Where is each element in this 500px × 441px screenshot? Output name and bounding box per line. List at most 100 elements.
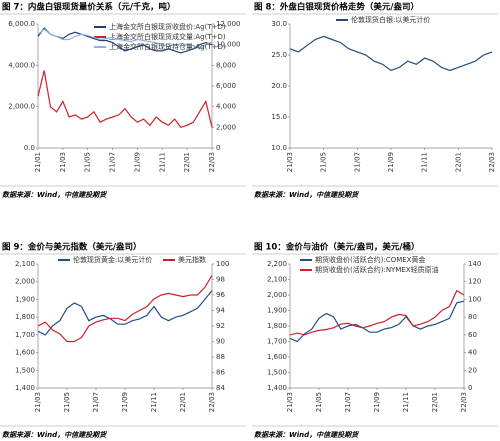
y2-tick-label: 100 <box>468 295 481 303</box>
x-tick-label: 21/07 <box>344 392 352 412</box>
x-tick-label: 21/01 <box>34 152 42 172</box>
x-tick-label: 21/05 <box>63 392 71 412</box>
x-tick-label: 21/07 <box>92 392 100 412</box>
y2-tick-label: 6,000 <box>216 82 236 90</box>
chart-title: 图 10：金价与油价（美元/盎司，美元/桶） <box>254 242 420 253</box>
y2-tick-label: 20 <box>468 366 477 374</box>
x-tick-label: 21/05 <box>84 152 92 172</box>
y2-tick-label: 100 <box>216 260 229 268</box>
series-line <box>289 289 465 336</box>
y-tick-label: 1,900 <box>267 307 287 315</box>
y-tick-label: 1,500 <box>15 366 35 374</box>
y-tick-label: 1,400 <box>267 384 287 392</box>
x-tick-label: 21/09 <box>373 392 381 412</box>
x-tick-label: 21/09 <box>121 392 129 412</box>
x-tick-label: 22/01 <box>179 392 187 412</box>
y2-tick-label: 86 <box>216 369 225 377</box>
y2-tick-label: 88 <box>216 353 225 361</box>
x-tick-label: 22/01 <box>454 152 462 172</box>
x-tick-label: 21/05 <box>320 152 328 172</box>
y2-tick-label: 2,000 <box>216 123 236 131</box>
x-tick-label: 22/03 <box>488 152 496 172</box>
x-tick-label: 22/01 <box>183 152 191 172</box>
y2-tick-label: 0 <box>468 384 472 392</box>
chart-title: 图 7：内盘白银现货量价关系（元/千克，吨） <box>2 2 175 13</box>
legend-label: 上海金交所白银现货收盘价:Ag(T+D) <box>109 22 226 31</box>
source-note: 数据来源：Wind，中信建投期货 <box>254 190 360 199</box>
y2-tick-label: 120 <box>468 278 481 286</box>
chart-title: 图 9：金价与美元指数（美元/盎司） <box>2 242 141 253</box>
source-note: 数据来源：Wind，中信建投期货 <box>254 430 360 439</box>
y-tick-label: 1,900 <box>15 295 35 303</box>
y-tick-label: 2,100 <box>15 260 35 268</box>
series-line <box>37 70 213 129</box>
y2-tick-label: 40 <box>468 349 477 357</box>
y-tick-label: 2,000 <box>15 278 35 286</box>
y-tick-label: 25.0 <box>271 51 287 59</box>
y-tick-label: 1,800 <box>15 313 35 321</box>
x-tick-label: 21/11 <box>158 152 166 172</box>
source-note: 数据来源：Wind，中信建投期货 <box>2 430 108 439</box>
x-tick-label: 21/03 <box>286 392 294 412</box>
x-tick-label: 22/03 <box>208 152 216 172</box>
y2-tick-label: 8,000 <box>216 61 236 69</box>
legend-label: 上海金交所白银现货持仓量:Ag(T+D) <box>109 42 226 51</box>
y2-tick-label: 12,000 <box>216 20 241 28</box>
y-tick-label: 30.0 <box>271 20 287 28</box>
x-tick-label: 21/09 <box>387 152 395 172</box>
y-tick-label: 2,000 <box>267 291 287 299</box>
y2-tick-label: 4,000 <box>216 103 236 111</box>
y2-tick-label: 94 <box>216 307 225 315</box>
y-tick-label: 1,700 <box>15 331 35 339</box>
series-line <box>289 35 493 72</box>
y-tick-label: 15.0 <box>271 113 287 121</box>
x-tick-label: 21/11 <box>402 392 410 412</box>
x-tick-label: 21/07 <box>109 152 117 172</box>
series-line <box>289 300 465 343</box>
x-tick-label: 21/03 <box>59 152 67 172</box>
legend-label: 伦敦现货白银:以美元计价 <box>351 15 430 24</box>
y-tick-label: 1,600 <box>15 349 35 357</box>
series-line <box>37 275 213 343</box>
y-tick-label: 0.0 <box>24 144 35 152</box>
x-tick-label: 21/03 <box>34 392 42 412</box>
y-tick-label: 1,500 <box>267 369 287 377</box>
series-line <box>37 27 213 54</box>
legend-label: 美元指数 <box>178 255 206 264</box>
y-tick-label: 20.0 <box>271 82 287 90</box>
y-tick-label: 1,600 <box>267 353 287 361</box>
series-line <box>37 290 213 336</box>
y-tick-label: 2,000.0 <box>8 103 35 111</box>
y2-tick-label: 140 <box>468 260 481 268</box>
x-tick-label: 21/11 <box>421 152 429 172</box>
y2-tick-label: 90 <box>216 338 225 346</box>
x-tick-label: 22/03 <box>460 392 468 412</box>
y-tick-label: 2,100 <box>267 276 287 284</box>
x-tick-label: 22/01 <box>431 392 439 412</box>
series-line <box>37 28 213 50</box>
y2-tick-label: 0 <box>216 144 220 152</box>
x-tick-label: 21/09 <box>133 152 141 172</box>
y2-tick-label: 10,000 <box>216 41 241 49</box>
legend-label: 上海金交所白银现货成交量:Ag(T+D) <box>109 32 226 41</box>
source-note: 数据来源：Wind，中信建投期货 <box>2 190 108 199</box>
y2-tick-label: 96 <box>216 291 225 299</box>
y-tick-label: 4,000.0 <box>8 61 35 69</box>
y-tick-label: 1,700 <box>267 338 287 346</box>
legend-label: 伦敦现货黄金:以美元计价 <box>73 255 152 264</box>
chart-title: 图 8：外盘白银现货价格走势（美元/盎司） <box>254 2 419 13</box>
legend-label: 期货收盘价(活跃合约):NYMEX轻质原油 <box>315 265 439 274</box>
y-tick-label: 1,400 <box>15 384 35 392</box>
y-tick-label: 1,800 <box>267 322 287 330</box>
y2-tick-label: 98 <box>216 276 225 284</box>
y2-tick-label: 84 <box>216 384 225 392</box>
y2-tick-label: 80 <box>468 313 477 321</box>
x-tick-label: 21/03 <box>286 152 294 172</box>
y2-tick-label: 92 <box>216 322 225 330</box>
x-tick-label: 21/11 <box>150 392 158 412</box>
y2-tick-label: 60 <box>468 331 477 339</box>
legend-label: 期货收盘价(活跃合约):COMEX黄金 <box>315 255 425 264</box>
x-tick-label: 22/03 <box>208 392 216 412</box>
x-tick-label: 21/07 <box>353 152 361 172</box>
